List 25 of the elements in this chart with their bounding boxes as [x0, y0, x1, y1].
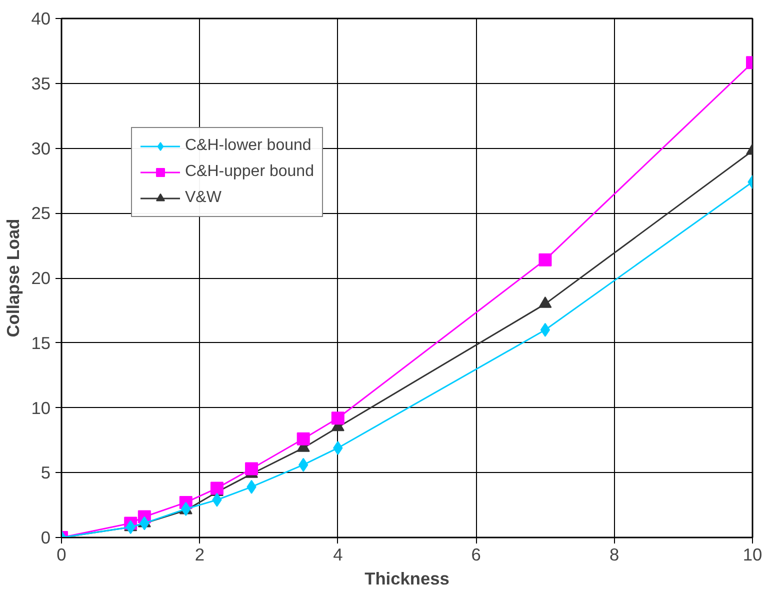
- y-tick-label: 0: [40, 528, 51, 548]
- legend-label: C&H-lower bound: [185, 137, 312, 155]
- y-axis-title: Collapse Load: [3, 218, 24, 338]
- y-tick-label: 20: [31, 268, 51, 288]
- y-tick-label: 10: [31, 398, 51, 418]
- x-tick-label: 8: [609, 544, 620, 564]
- point: [540, 322, 550, 337]
- y-tick-label: 40: [31, 8, 51, 28]
- x-tick-label: 2: [194, 544, 205, 564]
- point: [245, 462, 258, 476]
- y-tick-label: 5: [40, 462, 51, 483]
- point: [331, 412, 344, 425]
- x-tick-label: 10: [742, 544, 762, 564]
- legend-label: C&H-upper bound: [185, 163, 314, 181]
- x-tick-label: 6: [471, 544, 481, 564]
- point: [538, 253, 552, 266]
- point: [296, 432, 310, 446]
- y-tick-label: 30: [31, 138, 51, 158]
- y-tick-label: 35: [31, 73, 51, 94]
- y-tick-label: 25: [31, 203, 51, 224]
- y-tick-label: 15: [31, 332, 51, 353]
- x-tick-label: 4: [333, 544, 344, 564]
- x-tick-label: 0: [56, 544, 66, 564]
- x-axis-title: Thickness: [364, 568, 450, 588]
- legend-label: V&W: [185, 189, 222, 207]
